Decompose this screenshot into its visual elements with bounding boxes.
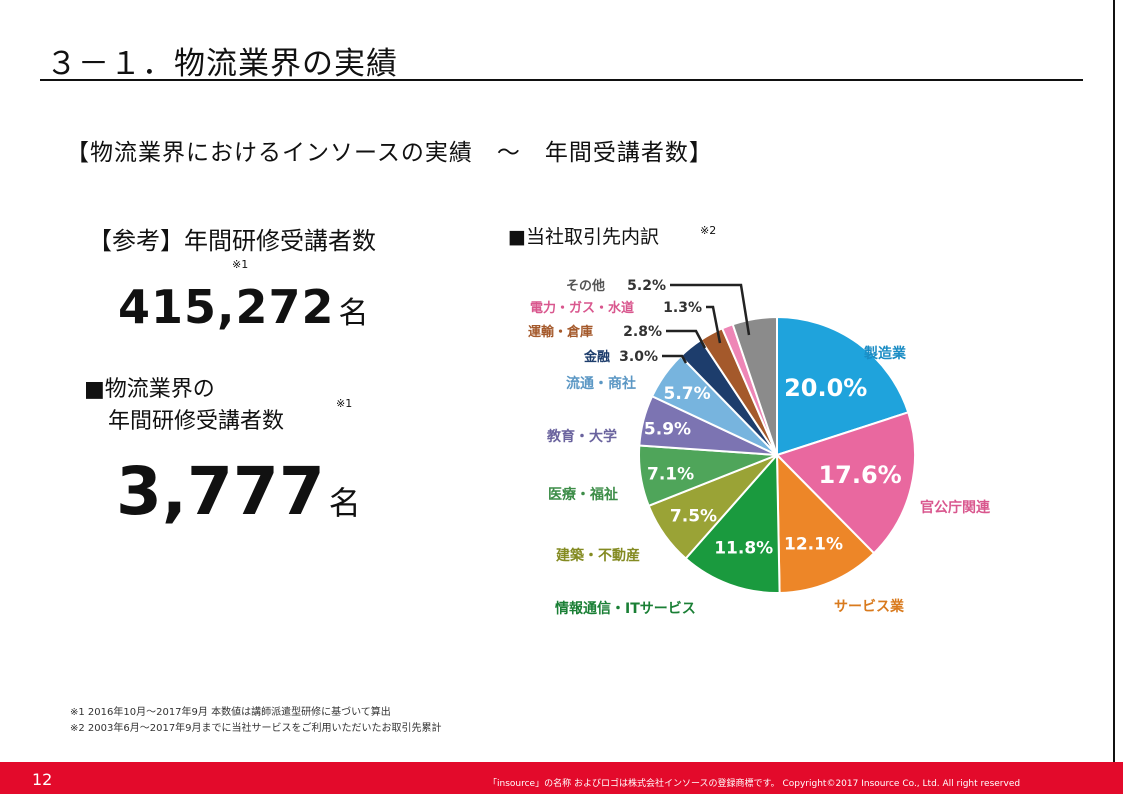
pie-category-label-9: 運輸・倉庫 [528, 324, 593, 340]
pie-value-label-5: 7.1% [647, 465, 694, 485]
pie-leader-line-10 [706, 305, 722, 344]
pie-slice-2 [775, 452, 876, 594]
pie-value-label-2: 12.1% [784, 535, 843, 555]
pie-category-label-5: 医療・福祉 [548, 486, 618, 503]
logistics-value: 3,777 [116, 453, 325, 530]
logistics-unit: 名 [328, 484, 361, 522]
pie-slice-0 [776, 315, 910, 457]
pie-value-label-4: 7.5% [670, 507, 717, 527]
pie-value-label-9: 2.8% [623, 324, 662, 340]
pie-value-label-1: 17.6% [818, 461, 901, 489]
right-edge-line [1113, 0, 1115, 762]
pie-category-label-2: サービス業 [834, 598, 905, 615]
pie-leader-line-9 [666, 329, 707, 349]
pie-category-label-4: 建築・不動産 [556, 547, 640, 564]
pie-category-label-3: 情報通信・ITサービス [555, 600, 696, 617]
reference-value-block: 415,272 名 [118, 280, 369, 334]
logistics-label-line2: 年間研修受講者数 [108, 409, 285, 434]
pie-value-label-8: 3.0% [619, 349, 658, 365]
pie-slice-3 [684, 452, 781, 594]
pie-leader-line-11 [670, 283, 751, 336]
slide-title: ３－１．物流業界の実績 [46, 46, 398, 82]
pie-category-label-0: 製造業 [863, 345, 907, 362]
logistics-label-line1: ■物流業界の [84, 377, 215, 402]
pie-value-label-6: 5.9% [644, 420, 691, 440]
pie-category-label-11: その他 [566, 278, 605, 294]
pie-value-label-0: 20.0% [784, 374, 867, 402]
pie-category-label-7: 流通・商社 [566, 375, 636, 392]
reference-value: 415,272 [118, 280, 335, 334]
pie-value-label-11: 5.2% [627, 278, 666, 294]
pie-value-label-7: 5.7% [664, 384, 711, 404]
pie-category-label-6: 教育・大学 [547, 428, 617, 445]
chart-note-mark: ※2 [700, 224, 717, 237]
footnote-2: ※2 2003年6月～2017年9月までに当社サービスをご利用いただいたお取引先… [70, 723, 442, 734]
pie-slice-1 [775, 411, 916, 555]
footnote-1: ※1 2016年10月～2017年9月 本数値は講師派遣型研修に基づいて算出 [70, 707, 391, 718]
pie-chart: 20.0% 17.6% 12.1% 11.8% 7.5% 7.1% 5.9% 5.7% 製造業官… [528, 278, 991, 617]
reference-unit: 名 [338, 296, 369, 331]
pie-leader-line-8 [662, 354, 688, 364]
reference-note-mark: ※1 [232, 258, 249, 271]
pie-value-label-3: 11.8% [714, 539, 773, 559]
reference-label: 【参考】年間研修受講者数 [88, 227, 376, 255]
pie-category-label-10: 電力・ガス・水道 [530, 300, 634, 316]
pie-value-label-10: 1.3% [663, 300, 702, 316]
title-underline [40, 79, 1083, 81]
pie-category-label-8: 金融 [583, 349, 610, 365]
slide-subtitle: 【物流業界におけるインソースの実績 ～ 年間受講者数】 [66, 140, 713, 166]
footer-bar [0, 762, 1123, 794]
logistics-label: ■物流業界の 年間研修受講者数 [84, 374, 284, 438]
page-number: 12 [32, 770, 53, 789]
chart-title: ■当社取引先内訳 [508, 226, 659, 248]
logistics-note-mark: ※1 [336, 397, 353, 410]
copyright-text: 「insource」の名称 およびロゴは株式会社インソースの登録商標です。 Co… [488, 779, 1021, 789]
logistics-value-block: 3,777 名 [116, 453, 361, 530]
pie-slice-11 [731, 315, 778, 456]
pie-category-label-1: 官公庁関連 [920, 499, 991, 516]
